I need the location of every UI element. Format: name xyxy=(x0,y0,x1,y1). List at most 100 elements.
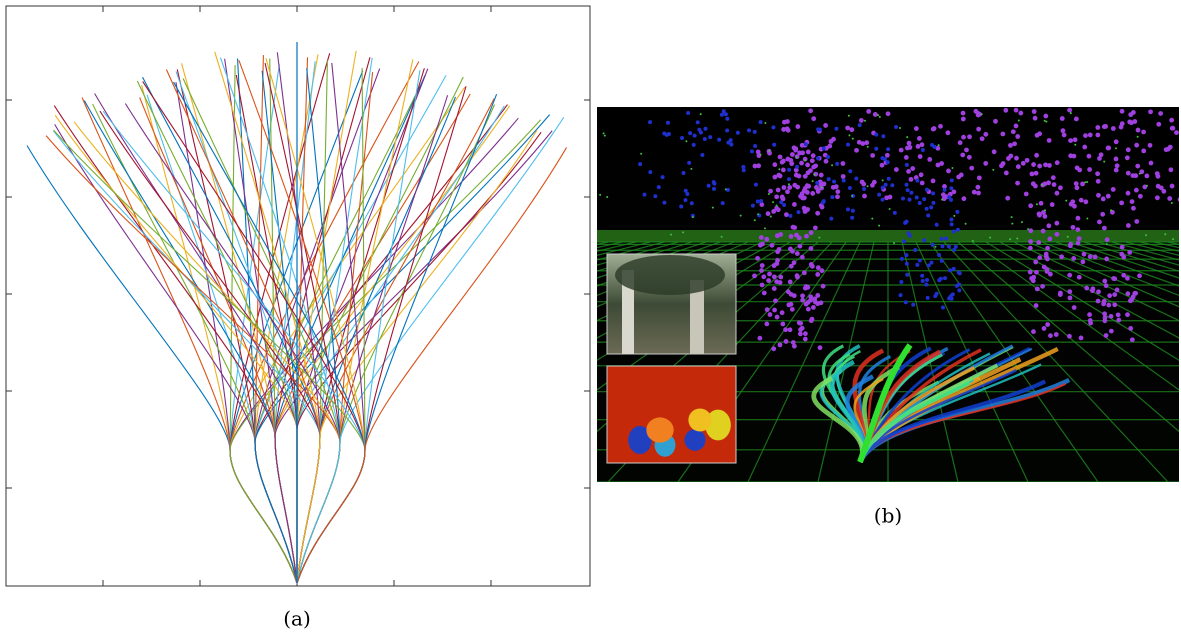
point xyxy=(1104,257,1109,262)
point xyxy=(932,126,937,131)
point xyxy=(1034,303,1039,308)
point xyxy=(827,177,831,181)
point xyxy=(790,307,795,312)
point xyxy=(924,283,928,287)
point xyxy=(972,190,977,195)
point xyxy=(1106,303,1111,308)
point xyxy=(959,173,964,178)
point xyxy=(788,246,793,251)
point xyxy=(1096,289,1101,294)
point xyxy=(683,198,687,202)
point xyxy=(803,331,808,336)
point xyxy=(804,142,808,146)
point xyxy=(945,130,950,135)
point xyxy=(1046,223,1051,228)
point xyxy=(1174,130,1179,135)
point xyxy=(806,307,811,312)
point xyxy=(1016,238,1018,240)
point xyxy=(782,120,787,125)
point xyxy=(785,189,790,194)
point xyxy=(915,195,919,199)
point xyxy=(707,184,711,188)
point xyxy=(941,199,943,201)
point xyxy=(1097,156,1102,161)
point xyxy=(1075,185,1080,190)
point xyxy=(687,161,691,165)
point xyxy=(1126,171,1131,176)
point xyxy=(829,217,833,221)
point xyxy=(910,166,915,171)
point xyxy=(1125,291,1130,296)
point xyxy=(1006,156,1011,161)
point xyxy=(950,178,954,182)
point xyxy=(905,163,909,167)
point xyxy=(1093,255,1098,260)
point xyxy=(1145,234,1147,236)
point xyxy=(851,209,855,213)
point xyxy=(1011,223,1013,225)
point xyxy=(1079,198,1084,203)
depth-blob xyxy=(684,429,705,451)
point xyxy=(1045,322,1050,327)
point xyxy=(920,274,924,278)
point xyxy=(947,244,951,248)
point xyxy=(1047,236,1052,241)
point xyxy=(1139,173,1141,175)
point xyxy=(759,268,764,273)
point xyxy=(867,146,869,148)
point xyxy=(824,159,829,164)
point xyxy=(835,162,839,166)
point xyxy=(842,178,846,182)
point xyxy=(819,173,824,178)
point xyxy=(1062,133,1067,138)
point xyxy=(662,132,666,136)
point xyxy=(1084,286,1089,291)
point xyxy=(1125,312,1130,317)
point xyxy=(1045,246,1050,251)
point xyxy=(1090,286,1095,291)
point xyxy=(1120,109,1125,114)
point xyxy=(685,140,687,142)
point xyxy=(725,117,729,121)
point xyxy=(725,129,729,133)
point xyxy=(848,169,852,173)
point xyxy=(1103,161,1105,163)
point xyxy=(905,262,909,266)
point xyxy=(960,153,965,158)
point xyxy=(648,120,652,124)
point xyxy=(860,180,865,185)
point xyxy=(835,194,840,199)
point xyxy=(908,234,912,238)
point xyxy=(770,243,775,248)
point xyxy=(1112,292,1117,297)
point xyxy=(1068,295,1073,300)
point xyxy=(1034,153,1039,158)
point xyxy=(756,199,760,203)
point xyxy=(806,170,811,175)
point xyxy=(1039,201,1044,206)
point xyxy=(768,189,773,194)
point xyxy=(939,277,943,281)
point xyxy=(961,117,966,122)
point xyxy=(1054,221,1059,226)
point xyxy=(1040,284,1045,289)
point xyxy=(800,255,805,260)
point xyxy=(653,194,657,198)
point xyxy=(989,237,991,239)
point xyxy=(1034,270,1039,275)
point xyxy=(782,203,786,207)
point xyxy=(1121,273,1126,278)
point xyxy=(776,188,781,193)
point xyxy=(826,155,830,159)
point xyxy=(1169,167,1174,172)
point xyxy=(948,268,952,272)
point xyxy=(921,148,925,152)
point xyxy=(1114,168,1119,173)
point xyxy=(1071,256,1076,261)
point xyxy=(964,148,969,153)
point xyxy=(941,305,945,309)
point xyxy=(797,320,802,325)
point xyxy=(905,183,909,187)
point xyxy=(1025,158,1030,163)
point xyxy=(806,150,811,155)
